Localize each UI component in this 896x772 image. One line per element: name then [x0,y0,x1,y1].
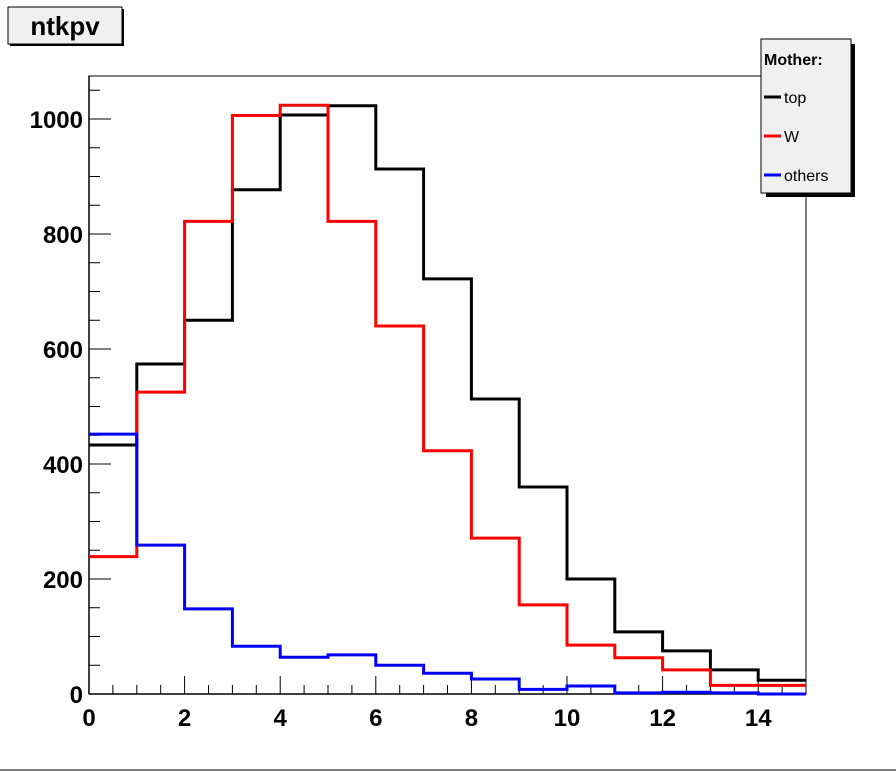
title-box: ntkpv [7,6,124,46]
y-tick-label: 800 [43,222,83,249]
x-tick-label: 8 [465,705,478,732]
y-tick-label: 0 [70,682,83,709]
chart-title: ntkpv [30,11,100,41]
legend-label-w: W [784,129,800,146]
legend-title: Mother: [764,52,823,69]
x-tick-label: 12 [649,705,676,732]
series-others-line [89,432,806,696]
y-tick-label: 200 [43,567,83,594]
x-tick-label: 4 [274,705,288,732]
series-top-line [89,104,806,682]
legend-label-top: top [784,90,806,107]
x-tick-label: 10 [554,705,581,732]
x-tick-label: 2 [178,705,191,732]
y-tick-label: 600 [43,337,83,364]
x-tick-label: 0 [82,705,95,732]
plot-frame [88,75,807,695]
y-tick-label: 1000 [30,107,83,134]
y-tick-label: 400 [43,452,83,479]
x-tick-label: 6 [369,705,382,732]
series-w-line [89,103,806,687]
legend-label-others: others [784,168,828,185]
x-tick-label: 14 [745,705,772,732]
